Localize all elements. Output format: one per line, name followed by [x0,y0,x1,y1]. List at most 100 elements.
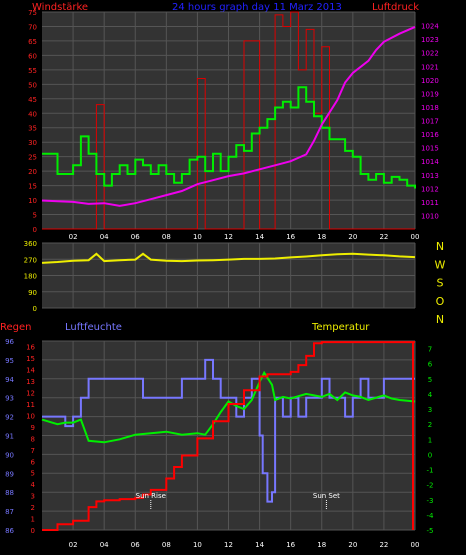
pressure-tick-label: 1017 [421,118,439,126]
wind-tick-label: 20 [28,168,37,176]
rain-tick-label: 9 [31,424,35,432]
rain-tick-label: 13 [26,378,35,386]
x-tick-label: 00 [411,233,420,241]
compass-label: N [436,240,444,253]
rain-axis-title: Regen [0,322,32,333]
pressure-tick-label: 1021 [421,63,439,71]
direction-tick-label: 90 [28,289,37,297]
x-tick-label: 18 [317,233,326,241]
pressure-tick-label: 1010 [421,212,439,220]
wind-tick-label: 40 [28,110,37,118]
x-tick-label: 22 [379,541,388,549]
wind-tick-label: 75 [28,9,37,17]
temperature-tick-label: -2 [427,482,434,490]
temperature-tick-label: -4 [427,512,435,520]
rain-tick-label: 14 [26,367,35,375]
pressure-tick-label: 1013 [421,172,439,180]
x-tick-label: 06 [131,541,140,549]
pressure-tick-label: 1016 [421,131,439,139]
rain-tick-label: 1 [31,516,35,524]
temperature-tick-label: 2 [428,421,432,429]
rain-tick-label: 16 [26,344,35,352]
series-wind-direction [41,252,416,264]
pressure-tick-label: 1020 [421,77,439,85]
rain-tick-label: 5 [31,470,35,478]
x-tick-label: 10 [193,541,202,549]
compass-label: O [436,295,445,308]
rain-tick-label: 4 [31,481,36,489]
wind-tick-label: 15 [28,183,37,191]
humidity-tick-label: 92 [5,414,14,422]
temperature-tick-label: 3 [428,406,432,414]
direction-plot-grid [42,242,416,309]
series-pressure [41,25,416,207]
wind-tick-label: 55 [28,67,37,75]
compass-label: N [436,313,444,326]
humidity-tick-label: 88 [5,489,14,497]
humidity-y-tick-labels: 86 87 88 89 90 91 92 93 94 95 96 [5,338,14,535]
pressure-tick-label: 1015 [421,145,439,153]
x-tick-label: 20 [348,233,357,241]
pressure-tick-label: 1011 [421,199,439,207]
x-tick-label: 00 [411,541,420,549]
x-tick-label: 14 [255,233,264,241]
rain-tick-label: 7 [31,447,35,455]
x-tick-label: 08 [162,541,171,549]
direction-tick-label: 270 [24,256,37,264]
temperature-tick-label: 4 [428,391,433,399]
series-wind-gust [42,11,415,230]
rain-tick-label: 0 [31,527,35,535]
series-rain [42,341,415,531]
pressure-tick-label: 1018 [421,104,439,112]
wind-tick-label: 35 [28,125,37,133]
sunset-label: Sun Set [313,492,340,500]
chart-title: 24 hours graph day 11 Marz 2013 [172,2,342,13]
wind-tick-label: 60 [28,52,37,60]
rain-tick-label: 8 [31,435,35,443]
wind-tick-label: 70 [28,23,37,31]
humidity-axis-title: Luftfeuchte [65,322,122,333]
x-tick-label: 16 [286,541,295,549]
humidity-tick-label: 89 [5,470,14,478]
climate-plot-series [41,341,416,531]
wind-axis-title: Windstärke [32,2,88,13]
rain-tick-label: 12 [26,390,35,398]
wind-tick-label: 0 [33,226,37,234]
wind-tick-label: 25 [28,154,37,162]
pressure-tick-label: 1024 [421,23,439,31]
series-temperature [41,370,416,444]
wind-tick-label: 50 [28,81,37,89]
humidity-tick-label: 91 [5,433,14,441]
temperature-tick-label: -3 [427,497,434,505]
pressure-tick-label: 1022 [421,50,439,58]
rain-tick-label: 11 [26,401,35,409]
pressure-axis-title: Luftdruck [372,2,419,13]
wind-tick-label: 5 [33,212,37,220]
direction-tick-label: 360 [24,240,37,248]
pressure-tick-label: 1014 [421,158,439,166]
pressure-tick-label: 1023 [421,36,439,44]
temperature-tick-label: 7 [428,346,432,354]
humidity-tick-label: 86 [5,527,14,535]
x-tick-label: 06 [131,233,140,241]
compass-label: S [437,277,444,290]
temperature-tick-label: 0 [428,451,432,459]
wind-tick-label: 30 [28,139,37,147]
temperature-axis-title: Temperatur [311,322,370,333]
humidity-tick-label: 96 [5,338,14,346]
x-tick-label: 20 [348,541,357,549]
compass-label: W [435,258,446,271]
humidity-tick-label: 90 [5,451,14,459]
rain-tick-label: 15 [26,355,35,363]
wind-tick-label: 10 [28,197,37,205]
direction-plot-series [41,252,416,264]
x-tick-label: 04 [100,233,109,241]
temperature-tick-label: -1 [427,467,434,475]
x-tick-label: 02 [69,541,78,549]
x-tick-label: 22 [379,233,388,241]
direction-tick-label: 0 [33,305,37,313]
main-x-tick-labels: 02 04 06 08 10 12 14 16 18 20 22 00 [69,233,420,241]
humidity-tick-label: 94 [5,376,14,384]
